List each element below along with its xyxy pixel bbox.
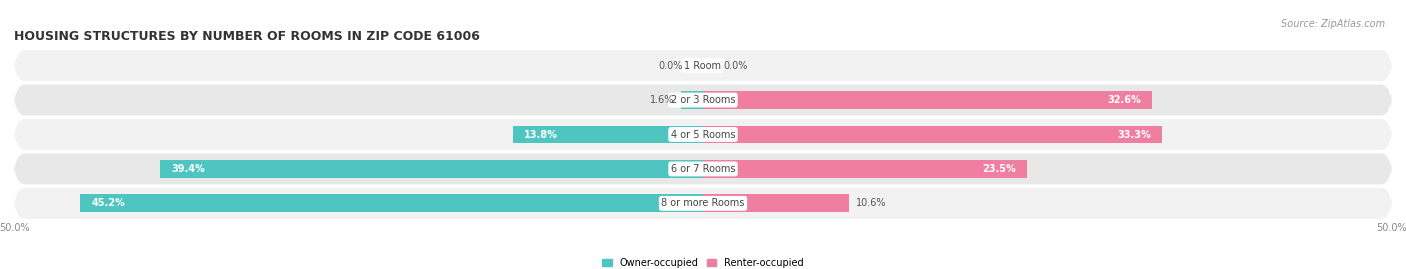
Text: 32.6%: 32.6% — [1108, 95, 1142, 105]
Bar — [703, 126, 1161, 143]
Legend: Owner-occupied, Renter-occupied: Owner-occupied, Renter-occupied — [599, 255, 807, 269]
Text: 4 or 5 Rooms: 4 or 5 Rooms — [671, 129, 735, 140]
Text: 10.6%: 10.6% — [856, 198, 886, 208]
FancyBboxPatch shape — [14, 188, 1392, 219]
Text: 13.8%: 13.8% — [524, 129, 558, 140]
Text: 6 or 7 Rooms: 6 or 7 Rooms — [671, 164, 735, 174]
Text: 8 or more Rooms: 8 or more Rooms — [661, 198, 745, 208]
Bar — [80, 194, 703, 212]
Text: 39.4%: 39.4% — [172, 164, 205, 174]
Text: 0.0%: 0.0% — [658, 61, 682, 71]
Text: HOUSING STRUCTURES BY NUMBER OF ROOMS IN ZIP CODE 61006: HOUSING STRUCTURES BY NUMBER OF ROOMS IN… — [14, 30, 479, 43]
Text: 0.0%: 0.0% — [724, 61, 748, 71]
Text: 45.2%: 45.2% — [91, 198, 125, 208]
Text: 1.6%: 1.6% — [650, 95, 673, 105]
Bar — [703, 160, 1026, 178]
Text: 1 Room: 1 Room — [685, 61, 721, 71]
Bar — [703, 194, 849, 212]
FancyBboxPatch shape — [14, 153, 1392, 185]
Text: 23.5%: 23.5% — [981, 164, 1015, 174]
Bar — [703, 91, 1152, 109]
Text: Source: ZipAtlas.com: Source: ZipAtlas.com — [1281, 19, 1385, 29]
FancyBboxPatch shape — [14, 84, 1392, 116]
FancyBboxPatch shape — [14, 50, 1392, 81]
Text: 33.3%: 33.3% — [1116, 129, 1152, 140]
Bar — [681, 91, 703, 109]
Bar — [513, 126, 703, 143]
Bar — [160, 160, 703, 178]
Text: 2 or 3 Rooms: 2 or 3 Rooms — [671, 95, 735, 105]
FancyBboxPatch shape — [14, 119, 1392, 150]
